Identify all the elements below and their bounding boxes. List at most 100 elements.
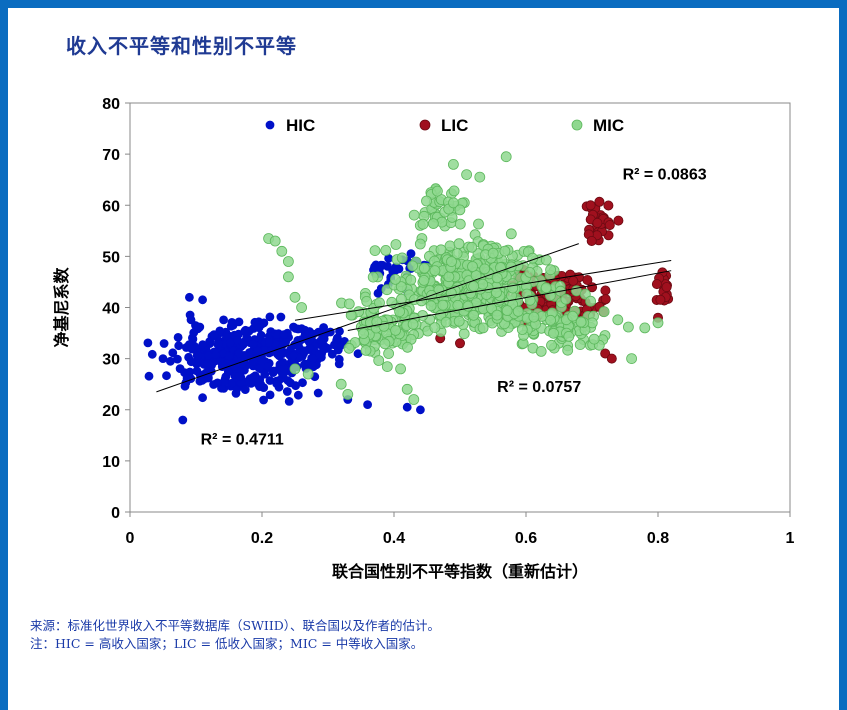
data-point-mic: [491, 309, 503, 321]
data-point-hic: [232, 335, 242, 345]
data-point-mic: [452, 299, 464, 311]
data-point-hic: [217, 362, 227, 372]
data-point-hic: [225, 338, 235, 348]
data-point-mic: [444, 240, 456, 252]
data-point-hic: [327, 349, 337, 359]
trendline-mic: [347, 270, 672, 331]
data-point-hic: [263, 362, 273, 371]
data-point-mic: [652, 317, 664, 329]
data-point-hic: [253, 375, 263, 385]
data-point-hic: [253, 345, 262, 355]
y-tick-label: 0: [111, 505, 120, 522]
data-point-lic: [582, 274, 593, 285]
data-point-mic: [343, 342, 355, 354]
data-point-mic: [427, 218, 439, 230]
data-point-mic: [477, 322, 489, 334]
data-point-mic: [407, 260, 419, 272]
data-point-hic: [195, 322, 205, 332]
data-point-hic: [388, 266, 398, 276]
data-point-mic: [548, 327, 559, 339]
data-point-lic: [613, 215, 624, 226]
data-point-hic: [248, 356, 258, 366]
data-point-lic: [594, 196, 605, 207]
data-point-mic: [369, 245, 381, 257]
data-point-hic: [265, 390, 275, 400]
data-point-hic: [265, 312, 275, 322]
data-point-mic: [379, 338, 391, 350]
data-point-hic: [234, 372, 244, 382]
y-tick-label: 60: [102, 198, 120, 215]
data-point-mic: [473, 218, 484, 230]
data-point-mic: [345, 309, 357, 321]
data-point-mic: [623, 321, 634, 333]
data-point-mic: [390, 324, 402, 336]
data-point-hic: [175, 364, 185, 374]
data-point-lic: [592, 217, 603, 228]
data-point-mic: [512, 305, 524, 317]
data-point-mic: [407, 318, 419, 330]
data-point-hic: [185, 310, 195, 320]
data-point-lic: [651, 279, 662, 290]
data-point-hic: [279, 330, 289, 340]
data-point-mic: [540, 282, 552, 294]
data-point-mic: [458, 328, 470, 340]
data-point-hic: [227, 378, 237, 388]
data-point-mic: [575, 316, 587, 328]
y-tick-label: 50: [102, 249, 120, 266]
data-point-hic: [198, 340, 208, 350]
data-point-mic: [451, 248, 463, 260]
data-point-mic: [446, 256, 457, 268]
data-point-mic: [574, 339, 586, 351]
data-point-hic: [284, 396, 294, 406]
data-point-hic: [162, 371, 171, 381]
legend-label-lic: LIC: [441, 116, 468, 135]
data-point-mic: [528, 311, 540, 323]
data-point-mic: [361, 295, 373, 307]
data-point-mic: [563, 330, 575, 342]
data-point-hic: [224, 351, 234, 361]
data-point-mic: [516, 324, 528, 335]
x-tick-label: 0.4: [383, 530, 405, 547]
notes: 来源：标准化世界收入不平等数据库（SWIID）、联合国以及作者的估计。 注：HI…: [30, 617, 440, 653]
y-tick-label: 10: [102, 454, 120, 471]
data-point-mic: [466, 241, 478, 253]
data-point-mic: [408, 394, 420, 405]
y-axis-label: 净基尼系数: [52, 267, 71, 348]
y-tick-label: 20: [102, 403, 120, 420]
data-point-hic: [276, 312, 286, 322]
data-point-hic: [268, 368, 278, 378]
data-point-hic: [198, 295, 208, 305]
data-point-hic: [209, 380, 219, 389]
page-title: 收入不平等和性别不平等: [66, 34, 297, 58]
data-point-hic: [198, 393, 208, 403]
data-point-mic: [408, 209, 420, 221]
data-point-mic: [639, 322, 651, 334]
data-point-hic: [248, 339, 258, 349]
data-point-hic: [285, 378, 295, 388]
data-point-mic: [431, 185, 443, 197]
data-point-mic: [289, 363, 301, 375]
data-point-mic: [380, 244, 392, 256]
data-point-hic: [313, 388, 323, 398]
data-point-mic: [417, 218, 429, 230]
data-point-mic: [395, 363, 407, 375]
data-point-mic: [367, 271, 379, 283]
data-point-lic: [655, 294, 666, 305]
data-point-hic: [363, 400, 373, 410]
data-point-mic: [429, 265, 441, 277]
data-point-mic: [467, 261, 478, 272]
data-point-hic: [319, 345, 328, 355]
trendline-hic: [156, 243, 579, 393]
data-point-hic: [209, 330, 219, 340]
data-point-mic: [335, 378, 347, 390]
data-point-mic: [453, 238, 465, 250]
x-tick-label: 0.2: [251, 530, 273, 547]
data-point-lic: [568, 275, 579, 286]
data-point-mic: [545, 314, 556, 326]
data-point-lic: [661, 282, 672, 293]
data-point-mic: [461, 169, 473, 181]
data-point-mic: [358, 328, 369, 340]
data-point-mic: [302, 368, 314, 380]
data-point-mic: [276, 245, 288, 257]
